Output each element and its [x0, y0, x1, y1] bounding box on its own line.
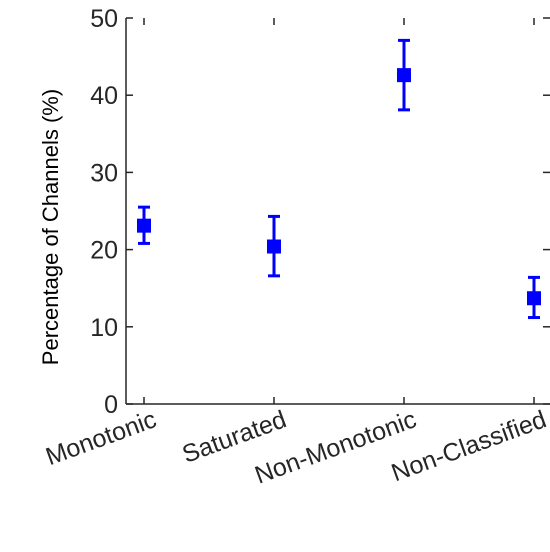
x-axis-ticks: Monotonic SaturatedNon-MonotonicNon-Class…	[42, 18, 550, 490]
y-axis-label: Percentage of Channels (%)	[38, 89, 63, 365]
square-marker	[267, 239, 281, 254]
y-tick-label: 20	[90, 237, 118, 265]
data-point-non-classified	[527, 275, 541, 320]
data-point-saturated	[267, 214, 281, 278]
data-points	[137, 38, 541, 320]
y-tick-label: 10	[90, 314, 118, 342]
square-marker	[137, 218, 151, 233]
y-tick-label: 0	[104, 391, 118, 419]
y-axis-ticks: 0 10 20 30 40 50	[90, 5, 550, 419]
x-tick-label: Monotonic	[42, 405, 160, 471]
square-marker	[527, 291, 541, 306]
data-point-non-monotonic	[397, 38, 411, 112]
y-tick-label: 40	[90, 82, 118, 110]
square-marker	[397, 68, 411, 83]
data-point-monotonic	[137, 205, 151, 245]
y-tick-label: 50	[90, 5, 118, 33]
y-tick-label: 30	[90, 159, 118, 187]
